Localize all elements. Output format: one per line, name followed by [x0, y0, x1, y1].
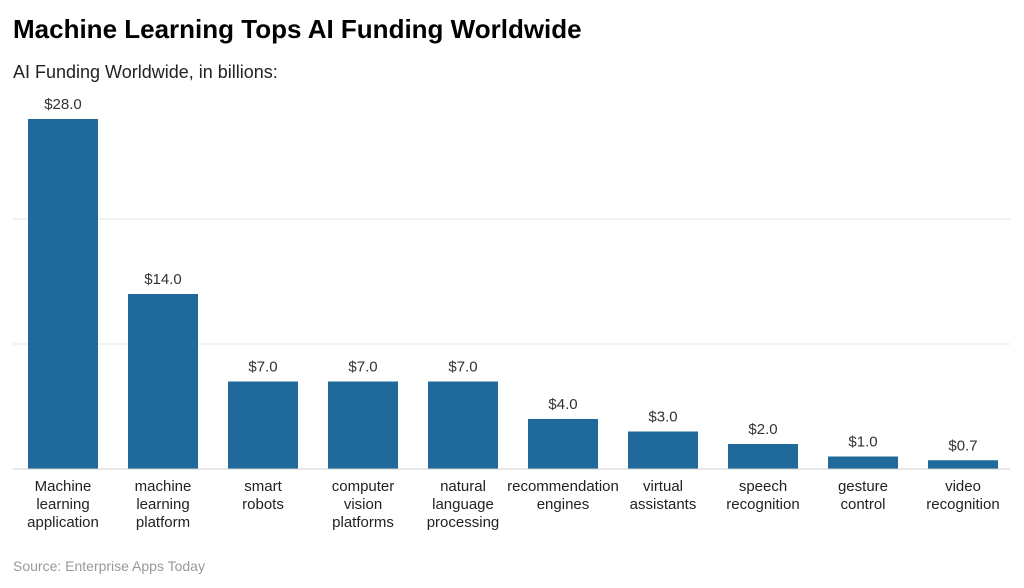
category-label: Machine — [35, 478, 92, 495]
bar — [928, 460, 998, 469]
bar — [428, 381, 498, 469]
bar — [328, 381, 398, 469]
category-label: recognition — [726, 496, 799, 513]
category-label: language — [432, 496, 494, 513]
data-label: $3.0 — [648, 409, 677, 426]
category-label: virtual — [643, 478, 683, 495]
category-label: assistants — [630, 496, 697, 513]
bar — [128, 294, 198, 469]
category-label: learning — [136, 496, 189, 513]
category-label: speech — [739, 478, 787, 495]
category-label: recommendation — [507, 478, 619, 495]
category-label: smart — [244, 478, 282, 495]
data-label: $2.0 — [748, 421, 777, 438]
chart-subtitle: AI Funding Worldwide, in billions: — [13, 62, 278, 82]
category-label: robots — [242, 496, 284, 513]
data-label: $4.0 — [548, 396, 577, 413]
category-label: platform — [136, 514, 190, 531]
data-label: $7.0 — [248, 359, 277, 376]
category-label: gesture — [838, 478, 888, 495]
category-label: natural — [440, 478, 486, 495]
category-label: recognition — [926, 496, 999, 513]
data-label: $14.0 — [144, 271, 182, 288]
bar — [828, 456, 898, 469]
category-label: learning — [36, 496, 89, 513]
data-label: $7.0 — [348, 359, 377, 376]
chart-title: Machine Learning Tops AI Funding Worldwi… — [13, 14, 582, 44]
bar — [728, 444, 798, 469]
category-label: machine — [135, 478, 192, 495]
data-label: $0.7 — [948, 437, 977, 454]
data-label: $1.0 — [848, 434, 877, 451]
bar — [528, 419, 598, 469]
category-label: computer — [332, 478, 395, 495]
category-label: control — [840, 496, 885, 513]
category-label: video — [945, 478, 981, 495]
source-note: Source: Enterprise Apps Today — [13, 558, 205, 574]
bar — [28, 119, 98, 469]
data-label: $7.0 — [448, 359, 477, 376]
category-label: vision — [344, 496, 382, 513]
category-label: processing — [427, 514, 500, 531]
bar — [228, 381, 298, 469]
bar — [628, 431, 698, 469]
category-label: engines — [537, 496, 590, 513]
category-label: platforms — [332, 514, 394, 531]
category-label: application — [27, 514, 99, 531]
data-label: $28.0 — [44, 96, 82, 113]
